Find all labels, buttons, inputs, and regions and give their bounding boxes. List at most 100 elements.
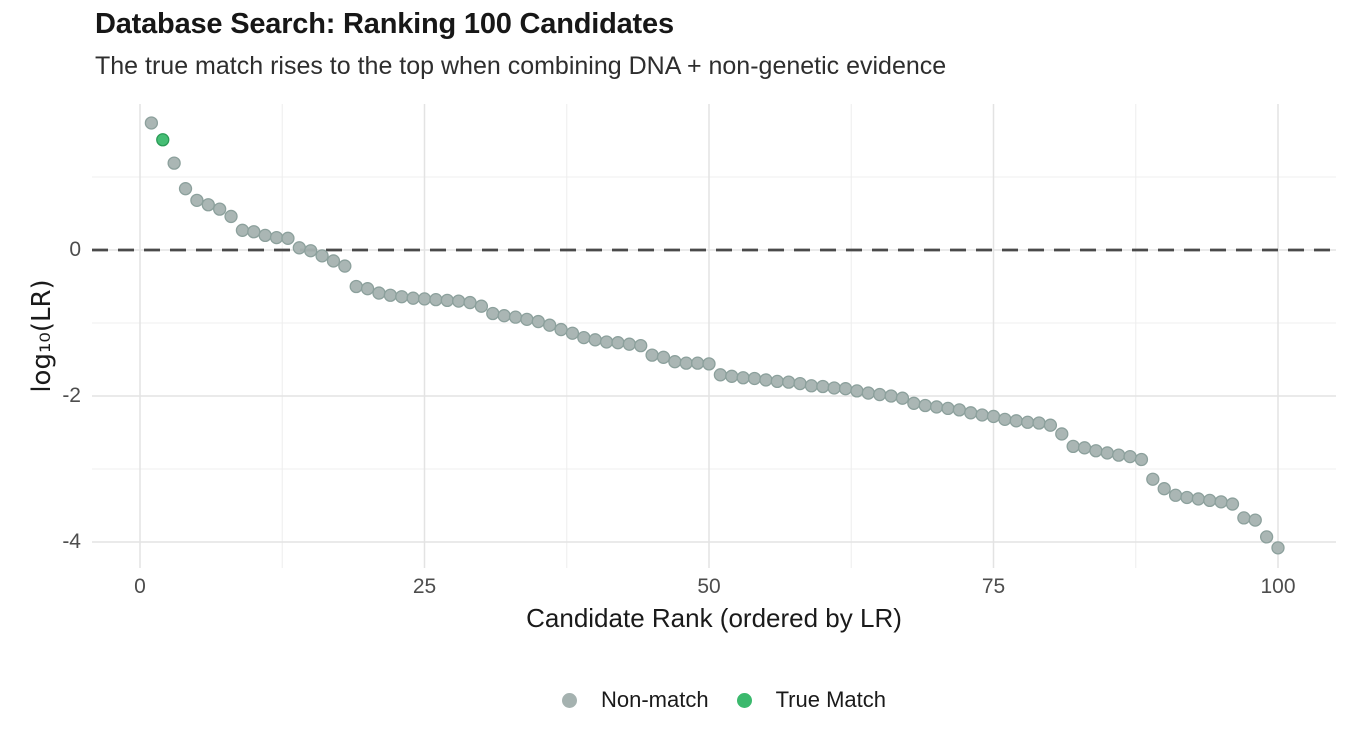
data-point [144,116,159,130]
data-point [1191,492,1205,506]
data-point [269,230,284,245]
data-point [827,381,841,395]
x-tick-label: 25 [412,575,437,598]
chart-subtitle: The true match rises to the top when com… [95,52,947,80]
legend: Non-match True Match [49,687,1350,713]
data-point [543,318,557,332]
data-point [1055,427,1069,441]
data-point [360,282,375,296]
data-point [918,398,932,413]
data-point [474,299,489,313]
data-point [1180,490,1194,505]
data-point [907,396,921,410]
data-point [201,198,215,212]
true-match-point [156,133,170,147]
data-point [326,254,341,268]
data-point [463,295,477,310]
data-point [1168,488,1183,502]
data-point [1271,541,1285,555]
data-point [383,288,398,302]
data-point [224,209,238,224]
data-point [417,292,432,306]
data-point [1214,495,1228,509]
data-point [395,290,409,304]
data-point [952,403,967,417]
data-point [725,369,739,383]
data-point [1157,482,1171,496]
data-point [1248,513,1262,527]
data-point [281,231,295,245]
data-point [998,412,1012,427]
data-point [838,382,853,396]
data-point [1225,497,1240,511]
data-point [793,376,807,391]
data-point [804,379,819,393]
legend-dot-icon [736,692,752,708]
data-point [304,244,318,258]
data-point [1009,414,1023,428]
data-point [167,156,181,170]
data-point [929,400,944,414]
data-point [1112,448,1126,462]
data-point [213,202,227,216]
plot-area [92,104,1336,568]
data-point [258,228,272,243]
data-point [941,401,955,416]
data-point [372,286,386,300]
legend-label: True Match [775,687,887,712]
data-point [895,391,910,405]
data-point [599,335,614,349]
chart-title: Database Search: Ranking 100 Candidates [95,8,674,40]
x-tick-label: 0 [134,575,146,598]
data-point [338,259,352,273]
data-point [235,223,250,237]
data-point [986,409,1001,424]
data-point [247,225,261,239]
legend-item: True Match [736,687,887,713]
legend-item: Non-match [561,687,709,713]
data-point [315,249,329,263]
data-point [429,292,443,307]
data-point [1134,452,1149,467]
y-tick-label: 0 [69,238,81,261]
data-point [520,312,534,327]
data-point [668,355,682,369]
data-point [508,310,523,324]
data-point [782,375,796,389]
x-tick-label: 50 [697,575,721,598]
legend-dot-icon [561,692,577,708]
data-point [1123,449,1137,464]
data-point [645,348,659,362]
data-point [451,294,466,308]
data-point [588,333,602,347]
data-point [964,406,978,420]
x-tick-label: 75 [981,575,1006,598]
y-tick-label: -4 [62,530,81,553]
data-point [975,408,989,422]
data-point [440,293,454,308]
data-point [1032,416,1046,430]
x-axis-title: Candidate Rank (ordered by LR) [526,603,902,633]
data-point [1146,472,1160,486]
data-point [1259,530,1274,544]
data-point [292,241,306,255]
data-point [1203,493,1217,508]
data-point [497,309,511,323]
data-point [861,386,875,400]
data-point [531,314,545,329]
data-point [1077,441,1092,455]
data-point [713,368,728,382]
data-point [634,338,648,353]
data-point [679,356,693,370]
data-point [1043,418,1058,432]
data-point [1020,415,1035,429]
data-point [1237,511,1251,525]
data-point [577,330,591,345]
y-tick-label: -2 [62,384,81,407]
data-point [565,326,580,340]
data-point [736,371,750,385]
data-point [759,373,773,387]
data-point [622,337,636,351]
data-point [178,182,193,196]
